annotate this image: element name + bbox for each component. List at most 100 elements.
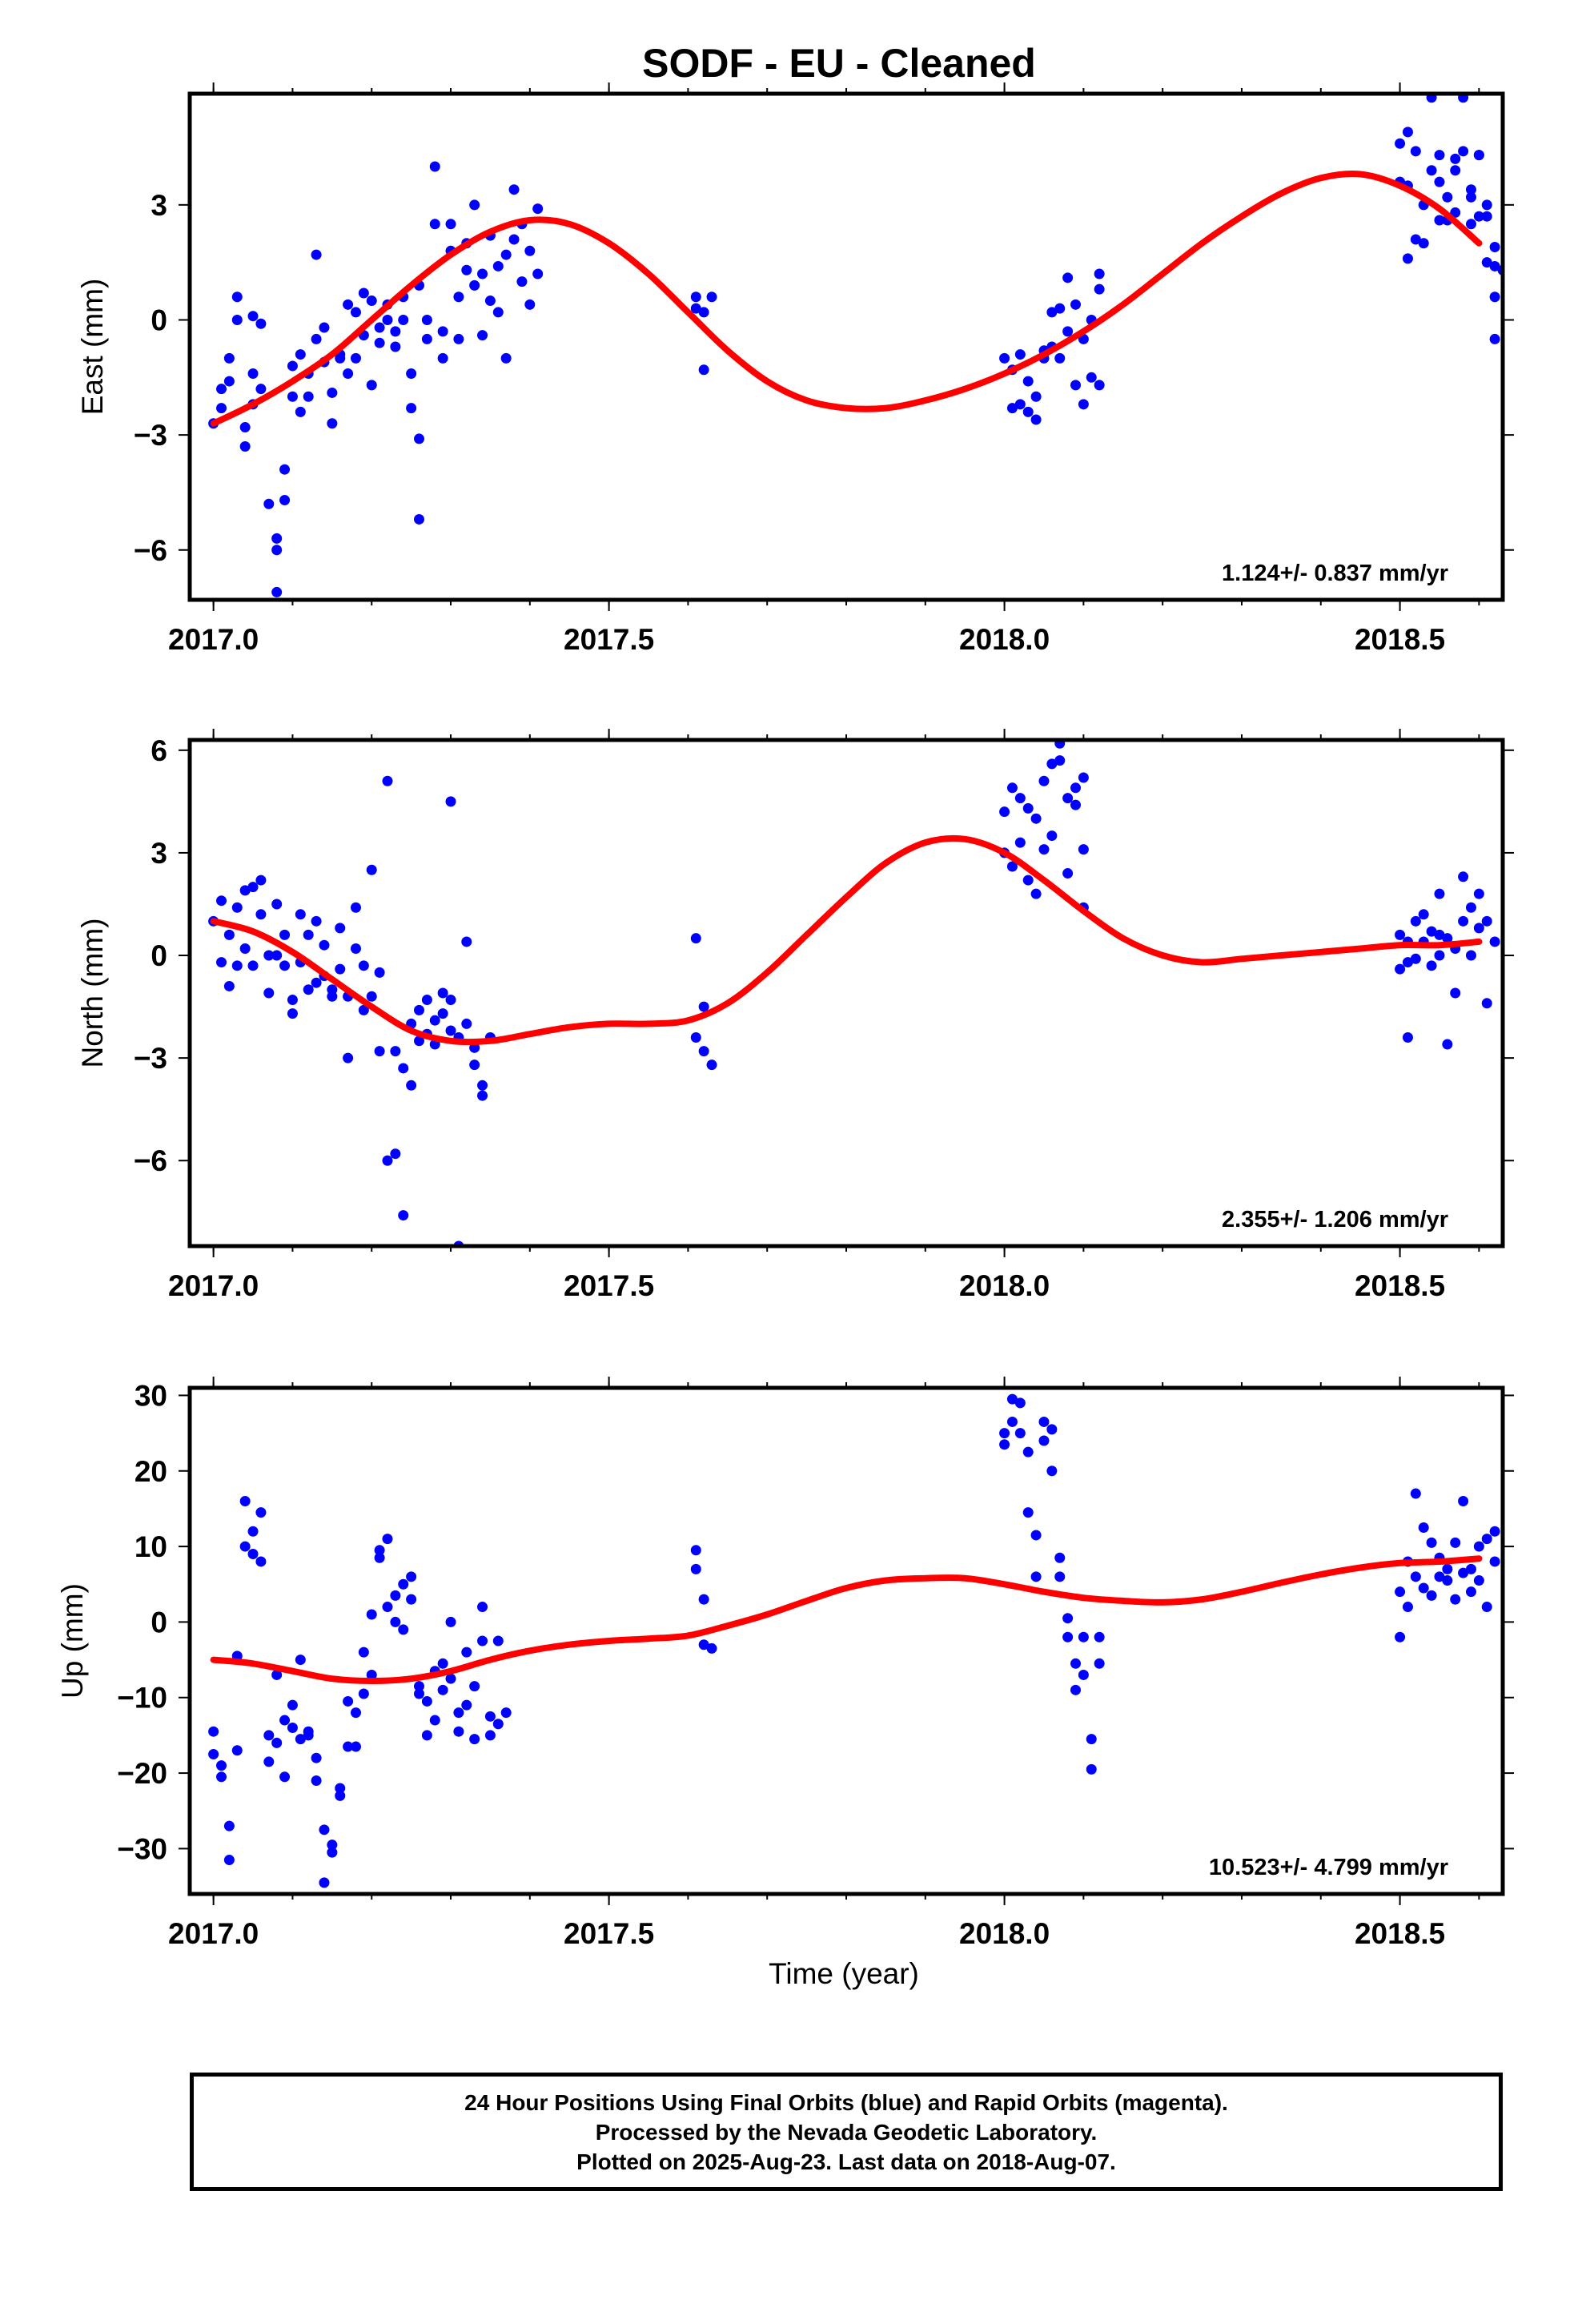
data-point xyxy=(477,1080,488,1091)
data-point xyxy=(247,960,259,971)
data-point xyxy=(1434,150,1445,161)
data-point xyxy=(263,987,275,999)
data-point xyxy=(208,1726,219,1737)
data-point xyxy=(698,1594,709,1605)
x-tick-label: 2017.5 xyxy=(564,1917,654,1950)
data-point xyxy=(1450,1594,1461,1605)
data-point xyxy=(1070,1658,1082,1669)
data-point xyxy=(311,333,322,344)
data-point xyxy=(1465,902,1476,913)
caption-box: 24 Hour Positions Using Final Orbits (bl… xyxy=(190,2073,1503,2191)
data-point xyxy=(1489,242,1500,253)
data-point xyxy=(231,1745,243,1756)
data-point xyxy=(1434,950,1445,961)
data-point xyxy=(1410,1488,1421,1499)
plot-frame xyxy=(187,1385,1505,1896)
data-point xyxy=(279,1715,291,1726)
data-point xyxy=(382,1602,393,1613)
caption-line-2: Processed by the Nevada Geodetic Laborat… xyxy=(595,2119,1098,2145)
data-point xyxy=(1458,1495,1469,1506)
data-point xyxy=(698,1639,709,1651)
data-point xyxy=(1395,1586,1406,1598)
x-tick-label: 2017.0 xyxy=(168,1917,259,1950)
data-point xyxy=(1078,1631,1089,1642)
data-point xyxy=(1465,1586,1476,1598)
data-point xyxy=(358,1004,369,1015)
data-point xyxy=(690,1563,701,1574)
data-point xyxy=(1402,957,1413,968)
data-point xyxy=(398,1624,409,1635)
data-point xyxy=(1434,888,1445,899)
data-point xyxy=(469,199,480,211)
data-point xyxy=(295,349,306,360)
data-point xyxy=(1442,1039,1453,1050)
data-point xyxy=(1442,1575,1453,1586)
data-point xyxy=(1402,1032,1413,1043)
data-point xyxy=(406,368,417,380)
data-point xyxy=(350,902,361,913)
data-point xyxy=(303,929,314,940)
data-point xyxy=(303,1730,314,1741)
plot-background xyxy=(190,94,1503,600)
data-point xyxy=(1006,782,1018,794)
data-point xyxy=(429,1715,440,1726)
data-point xyxy=(508,234,520,245)
data-point xyxy=(1426,1537,1437,1548)
data-point xyxy=(477,1602,488,1613)
data-point xyxy=(350,1707,361,1719)
data-point xyxy=(327,418,338,429)
data-point xyxy=(1489,260,1500,271)
y-tick-label: 3 xyxy=(151,189,167,222)
x-tick-label: 2017.0 xyxy=(168,1269,259,1302)
data-point xyxy=(335,923,346,934)
data-point xyxy=(453,292,464,303)
data-point xyxy=(1434,176,1445,187)
data-point xyxy=(477,330,488,341)
data-point xyxy=(1426,960,1437,971)
data-point xyxy=(1426,94,1437,103)
y-tick-label: 10 xyxy=(135,1530,167,1563)
data-point xyxy=(1481,1534,1492,1545)
caption-line-3: Plotted on 2025-Aug-23. Last data on 201… xyxy=(576,2149,1116,2174)
data-point xyxy=(1006,403,1018,414)
data-point xyxy=(1458,1567,1469,1578)
data-point xyxy=(1070,299,1082,310)
model-fit-curve xyxy=(210,171,1483,427)
data-point xyxy=(414,1004,425,1015)
data-point xyxy=(414,1688,425,1699)
data-point xyxy=(1410,1571,1421,1582)
data-point xyxy=(374,1046,385,1057)
y-tick-label: −10 xyxy=(117,1682,167,1715)
model-fit-curve xyxy=(210,834,1483,1046)
data-point xyxy=(406,1080,417,1091)
data-point xyxy=(1473,150,1484,161)
y-tick-label: 3 xyxy=(151,837,167,870)
y-axis-title: Up (mm) xyxy=(56,1583,89,1699)
data-point xyxy=(1489,1556,1500,1567)
data-point xyxy=(1054,1571,1066,1582)
data-point xyxy=(1054,303,1066,314)
data-point xyxy=(247,1549,259,1560)
data-point xyxy=(1062,1613,1074,1624)
y-tick-label: 30 xyxy=(135,1379,167,1412)
panel-up: 2017.0 2017.5 2018.0 2018.5 −30 −20 −10 0 10 20 30… xyxy=(56,1377,1514,1950)
data-point xyxy=(1014,837,1026,848)
data-point xyxy=(445,1025,456,1036)
figure-title: SODF - EU - Cleaned xyxy=(642,41,1036,86)
data-point xyxy=(1022,1507,1034,1518)
data-point xyxy=(231,292,243,303)
data-point xyxy=(279,1771,291,1783)
data-point xyxy=(239,440,251,452)
x-tick-label: 2018.5 xyxy=(1355,1917,1445,1950)
data-point xyxy=(461,936,472,947)
data-point xyxy=(239,885,251,896)
data-point xyxy=(239,1495,251,1506)
data-point xyxy=(263,1730,275,1741)
data-point xyxy=(263,1756,275,1767)
data-point xyxy=(358,960,369,971)
velocity-rate-label: 10.523+/- 4.799 mm/yr xyxy=(1209,1855,1448,1880)
data-point xyxy=(1418,1582,1429,1594)
y-tick-label: −20 xyxy=(117,1757,167,1790)
data-point xyxy=(1094,268,1105,279)
